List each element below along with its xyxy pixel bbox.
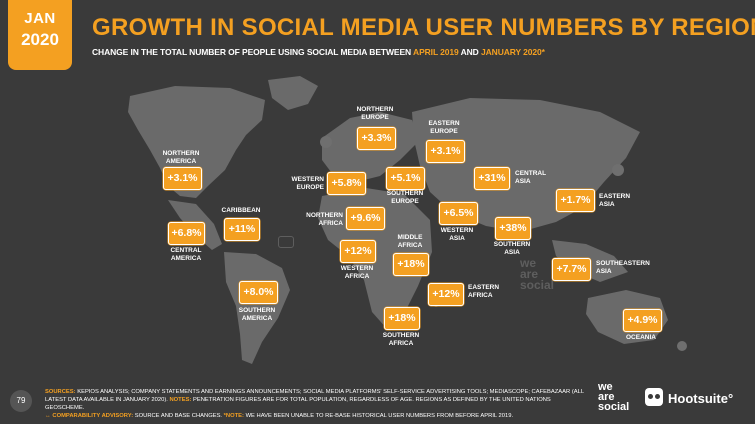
advisory-label: ↔ COMPARABILITY ADVISORY: <box>45 413 134 419</box>
value-central-asia: +31% <box>474 167 510 190</box>
subtitle-highlight-end: JANUARY 2020* <box>480 47 545 57</box>
value-western-asia: +6.5% <box>439 202 478 225</box>
value-northern-europe: +3.3% <box>357 127 396 150</box>
notes-label: NOTES: <box>169 397 192 403</box>
label-eastern-europe: EASTERN EUROPE <box>428 120 460 135</box>
we-are-social-logo: we are social <box>598 381 630 413</box>
hootsuite-owl-icon <box>645 388 663 406</box>
value-northern-america: +3.1% <box>163 167 202 190</box>
label-northern-america: NORTHERN AMERICA <box>162 150 200 165</box>
map-north-america <box>128 86 265 198</box>
value-western-europe: +5.8% <box>327 172 366 195</box>
value-eastern-africa: +12% <box>428 283 464 306</box>
subtitle-highlight-start: APRIL 2019 <box>413 47 459 57</box>
subtitle-text-and: AND <box>458 47 481 57</box>
label-northern-africa: NORTHERN AFRICA <box>306 212 343 227</box>
map-greenland <box>268 76 318 110</box>
watermark-logo: we are social <box>520 256 555 292</box>
value-oceania: +4.9% <box>623 309 662 332</box>
label-central-america: CENTRAL AMERICA <box>170 247 202 262</box>
sources-label: SOURCES: <box>45 389 76 395</box>
page-number: 79 <box>10 390 32 412</box>
value-southern-america: +8.0% <box>239 281 278 304</box>
label-southern-asia: SOUTHERN ASIA <box>493 241 531 256</box>
map-uk <box>320 136 332 148</box>
label-middle-africa: MIDDLE AFRICA <box>397 234 423 249</box>
sources-text: KEPIOS ANALYSIS; COMPANY STATEMENTS AND … <box>45 389 584 403</box>
value-southern-asia: +38% <box>495 217 531 240</box>
map-japan <box>612 164 624 176</box>
date-year: 2020 <box>21 30 59 49</box>
value-caribbean: +11% <box>224 218 260 241</box>
value-eastern-asia: +1.7% <box>556 189 595 212</box>
label-southeastern-asia: SOUTHEASTERN ASIA <box>596 260 650 275</box>
label-western-asia: WESTERN ASIA <box>440 227 474 242</box>
footer-notes: SOURCES: KEPIOS ANALYSIS; COMPANY STATEM… <box>45 388 585 420</box>
hootsuite-logo: Hootsuite° <box>668 391 734 406</box>
date-month: JAN <box>24 10 56 27</box>
value-southern-europe: +5.1% <box>386 167 425 190</box>
label-caribbean: CARIBBEAN <box>221 207 261 214</box>
value-eastern-europe: +3.1% <box>426 140 465 163</box>
notes-text: PENETRATION FIGURES ARE FOR TOTAL POPULA… <box>45 397 551 411</box>
map-new-zealand <box>677 341 687 351</box>
label-southern-america: SOUTHERN AMERICA <box>238 307 276 322</box>
value-northern-africa: +9.6% <box>346 207 385 230</box>
watermark-owl-icon <box>278 236 294 248</box>
label-eastern-africa: EASTERN AFRICA <box>468 284 500 299</box>
advisory-text: SOURCE AND BASE CHANGES. <box>133 413 224 419</box>
value-western-africa: +12% <box>340 240 376 263</box>
value-southeastern-asia: +7.7% <box>552 258 591 281</box>
label-southern-africa: SOUTHERN AFRICA <box>382 332 420 347</box>
note2-label: *NOTE: <box>223 413 244 419</box>
value-southern-africa: +18% <box>384 307 420 330</box>
date-badge: JAN 2020 <box>8 0 72 70</box>
value-central-america: +6.8% <box>168 222 205 245</box>
value-middle-africa: +18% <box>393 253 429 276</box>
note2-text: WE HAVE BEEN UNABLE TO RE-BASE HISTORICA… <box>243 413 514 419</box>
subtitle-text-a: CHANGE IN THE TOTAL NUMBER OF PEOPLE USI… <box>92 47 414 57</box>
label-central-asia: CENTRAL ASIA <box>515 170 547 185</box>
label-oceania: OCEANIA <box>626 334 656 341</box>
label-western-europe: WESTERN EUROPE <box>291 176 325 191</box>
label-southern-europe: SOUTHERN EUROPE <box>386 190 424 205</box>
page-subtitle: CHANGE IN THE TOTAL NUMBER OF PEOPLE USI… <box>92 47 545 57</box>
label-northern-europe: NORTHERN EUROPE <box>356 106 394 121</box>
page-title: GROWTH IN SOCIAL MEDIA USER NUMBERS BY R… <box>92 14 755 41</box>
map-south-america <box>224 252 290 364</box>
label-eastern-asia: EASTERN ASIA <box>599 193 631 208</box>
label-western-africa: WESTERN AFRICA <box>340 265 374 280</box>
